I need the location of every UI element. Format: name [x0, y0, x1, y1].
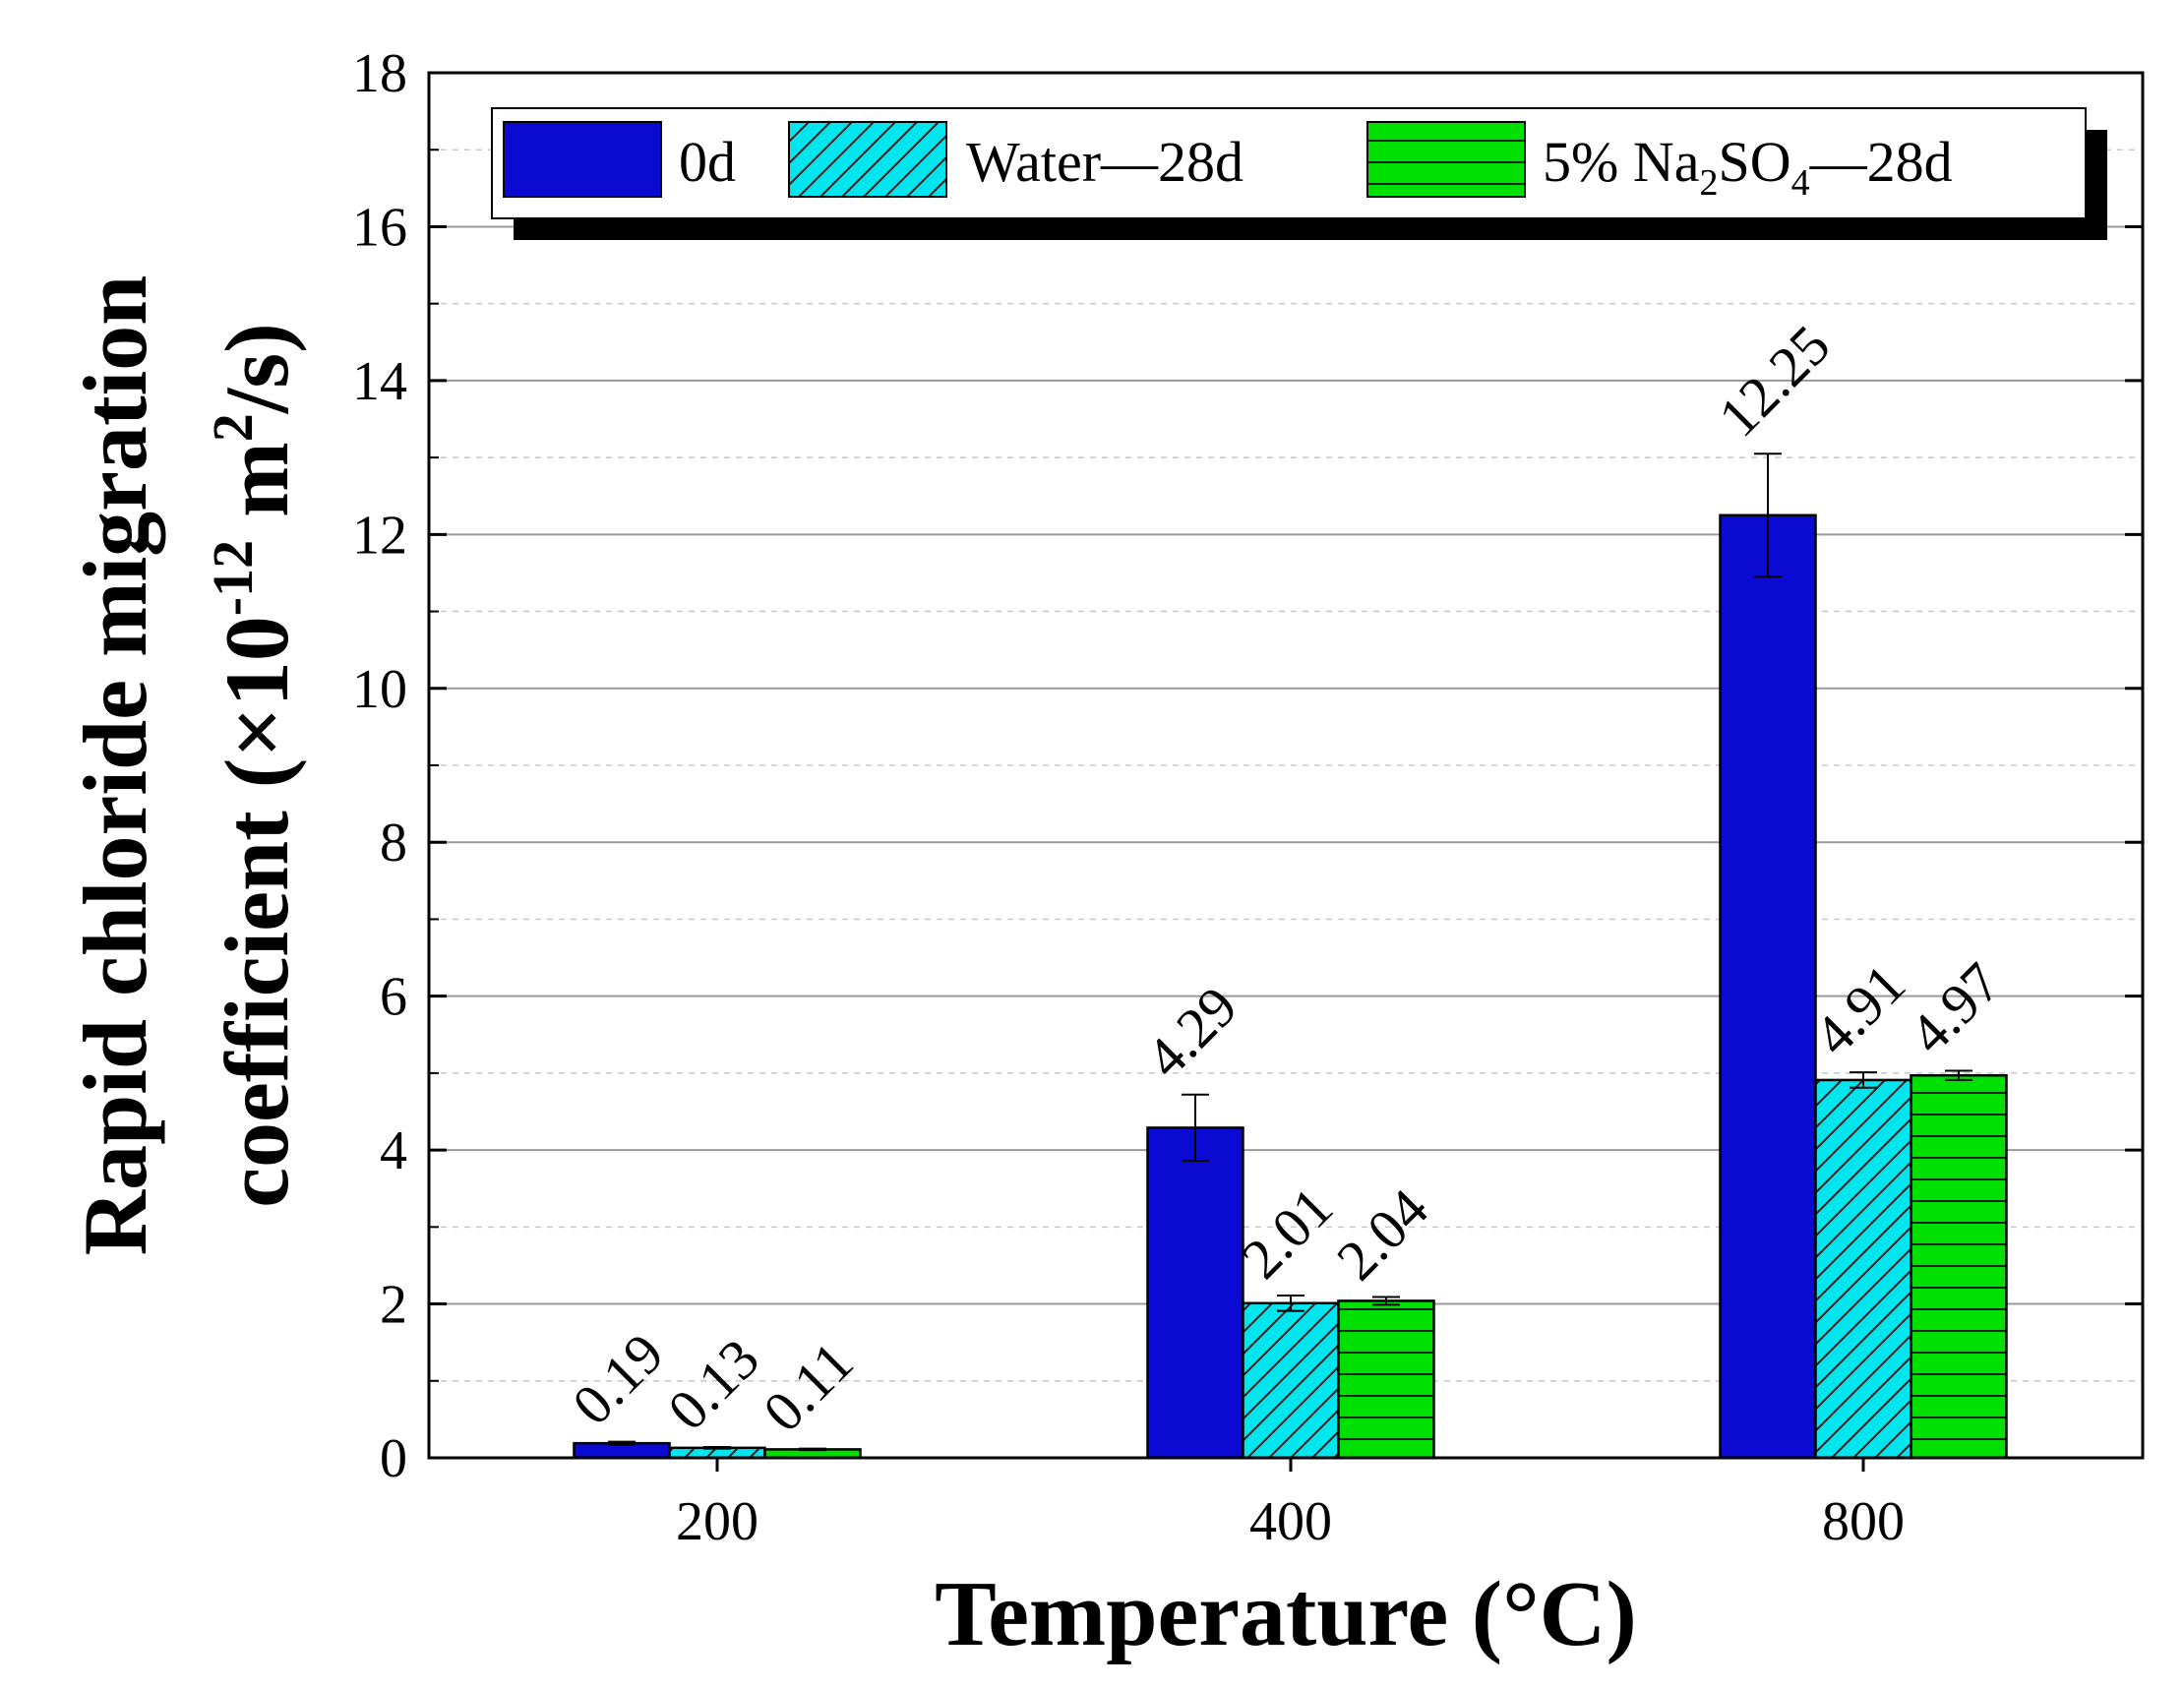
y-tick-label: 2	[380, 1275, 407, 1336]
y-tick-label: 12	[352, 505, 407, 566]
data-label: 4.97	[1897, 950, 2013, 1066]
data-label: 0.13	[655, 1327, 771, 1443]
legend-label-0d: 0d	[679, 130, 736, 194]
y-tick-label: 8	[380, 813, 407, 874]
data-label: 0.19	[560, 1321, 676, 1437]
data-label: 0.11	[751, 1330, 865, 1444]
legend-label-water: Water—28d	[966, 130, 1244, 194]
y-axis-title-line2: coefficient (×10-12 m2/s)	[201, 323, 307, 1208]
data-label: 2.01	[1229, 1175, 1345, 1291]
y-tick-label: 4	[380, 1120, 407, 1181]
bar	[1337, 1299, 1435, 1460]
bar	[1242, 1301, 1340, 1460]
data-label: 4.91	[1801, 952, 1917, 1068]
y-tick-label: 0	[380, 1428, 407, 1489]
data-label: 2.04	[1324, 1176, 1440, 1293]
y-tick-label: 16	[352, 197, 407, 258]
x-axis-title: Temperature (°C)	[935, 1563, 1637, 1665]
legend-swatch-na2so4	[1366, 121, 1526, 198]
y-tick-label: 6	[380, 967, 407, 1028]
error-bars	[608, 452, 1972, 1452]
bar	[1719, 513, 1817, 1460]
x-tick-label: 200	[676, 1491, 758, 1552]
y-tick-label: 10	[352, 659, 407, 720]
axis-ticks	[429, 71, 2143, 1472]
y-tick-labels: 0 2 4 6 8 10 12 14 16 18	[352, 43, 407, 1489]
x-tick-label: 400	[1249, 1491, 1332, 1552]
x-tick-label: 800	[1822, 1491, 1905, 1552]
legend-swatch-0d	[503, 121, 662, 198]
legend-swatch-water	[788, 121, 947, 198]
legend-box	[491, 107, 2087, 219]
bars	[573, 513, 2008, 1460]
y-axis-title-line1: Rapid chloride migration	[65, 275, 165, 1256]
bar	[1910, 1073, 2008, 1460]
y-tick-label: 14	[352, 351, 407, 412]
legend: 0d Water—28d 5% Na2SO4—28d	[491, 107, 2107, 240]
x-tick-labels: 200 400 800	[676, 1491, 1905, 1552]
y-tick-label: 18	[352, 43, 407, 104]
legend-label-na2so4: 5% Na2SO4—28d	[1543, 130, 1953, 204]
bar	[1814, 1078, 1912, 1460]
bar	[1146, 1126, 1244, 1460]
